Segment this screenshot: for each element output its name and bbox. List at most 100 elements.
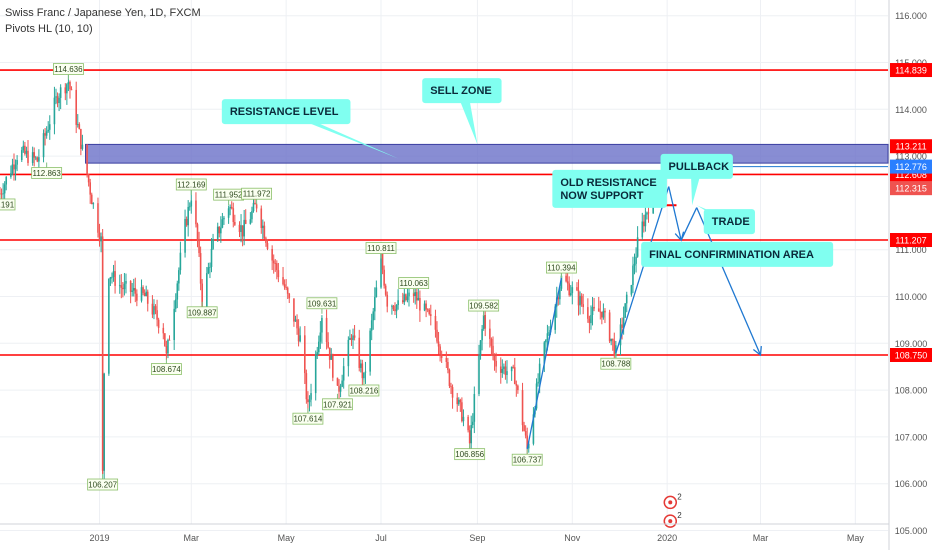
candle[interactable] — [210, 238, 213, 273]
candle[interactable] — [397, 289, 399, 310]
candle[interactable] — [579, 291, 581, 315]
candle[interactable] — [457, 397, 460, 406]
candle[interactable] — [10, 165, 12, 179]
candle[interactable] — [154, 304, 157, 315]
candle[interactable] — [580, 293, 583, 307]
candle[interactable] — [481, 325, 483, 351]
candle[interactable] — [44, 128, 46, 146]
candle[interactable] — [633, 253, 636, 275]
candle[interactable] — [338, 379, 340, 399]
candle[interactable] — [341, 374, 343, 388]
candle[interactable] — [403, 288, 406, 306]
sell-zone-band[interactable] — [85, 143, 889, 164]
candle[interactable] — [461, 397, 463, 423]
candle[interactable] — [98, 223, 101, 247]
candle[interactable] — [361, 359, 364, 389]
candle[interactable] — [244, 209, 247, 225]
candle[interactable] — [125, 273, 127, 294]
candle[interactable] — [501, 359, 504, 378]
candle[interactable] — [185, 216, 188, 227]
candle[interactable] — [310, 383, 312, 407]
candle[interactable] — [299, 326, 301, 343]
candle[interactable] — [153, 299, 155, 320]
candle[interactable] — [610, 338, 612, 346]
candle[interactable] — [316, 346, 319, 360]
candle[interactable] — [165, 340, 168, 360]
candle[interactable] — [198, 231, 200, 257]
pivot-label[interactable]: 112.191 — [0, 193, 16, 211]
candle[interactable] — [635, 247, 637, 273]
candle[interactable] — [218, 226, 221, 238]
candle[interactable] — [142, 285, 144, 296]
candle[interactable] — [632, 256, 634, 294]
candle[interactable] — [188, 202, 191, 211]
candle[interactable] — [195, 192, 197, 228]
candle[interactable] — [64, 83, 67, 101]
candle[interactable] — [352, 328, 354, 350]
callout[interactable]: SELL ZONE — [422, 78, 502, 145]
candle[interactable] — [16, 155, 18, 172]
candle[interactable] — [327, 332, 329, 349]
candle[interactable] — [647, 205, 650, 223]
candle[interactable] — [510, 366, 513, 381]
candle[interactable] — [227, 205, 230, 224]
candle[interactable] — [330, 348, 333, 360]
candle[interactable] — [392, 304, 395, 312]
candle[interactable] — [266, 239, 269, 251]
candle[interactable] — [515, 380, 518, 397]
candle[interactable] — [506, 360, 508, 384]
candle[interactable] — [419, 290, 421, 322]
candle[interactable] — [143, 289, 146, 297]
candle[interactable] — [428, 308, 431, 316]
candle[interactable] — [571, 281, 574, 305]
candle[interactable] — [593, 297, 595, 312]
trend-line[interactable] — [526, 277, 563, 450]
candle[interactable] — [53, 86, 56, 135]
candle[interactable] — [545, 339, 547, 353]
candle[interactable] — [134, 277, 137, 303]
candle[interactable] — [611, 338, 614, 351]
candle[interactable] — [456, 392, 459, 412]
callout[interactable]: TRADE — [696, 205, 755, 235]
candle[interactable] — [305, 369, 308, 404]
candle[interactable] — [76, 114, 79, 128]
candle[interactable] — [559, 287, 561, 305]
candle[interactable] — [156, 299, 158, 327]
candle[interactable] — [569, 285, 572, 297]
callout[interactable]: RESISTANCE LEVEL — [221, 99, 399, 159]
candle[interactable] — [230, 201, 233, 210]
candle[interactable] — [48, 115, 51, 140]
candle[interactable] — [286, 286, 289, 300]
candle[interactable] — [602, 303, 605, 320]
candle[interactable] — [221, 212, 224, 229]
candle[interactable] — [55, 88, 57, 105]
candle[interactable] — [440, 350, 443, 363]
candle[interactable] — [423, 300, 426, 312]
price-tag[interactable]: 113.211 — [890, 139, 932, 154]
candle[interactable] — [478, 344, 480, 397]
candle[interactable] — [359, 359, 362, 373]
candle[interactable] — [426, 308, 429, 313]
candle[interactable] — [523, 421, 525, 432]
candle[interactable] — [187, 200, 189, 237]
candle[interactable] — [22, 140, 25, 153]
candle[interactable] — [448, 368, 451, 389]
candle[interactable] — [548, 326, 550, 336]
candle[interactable] — [439, 344, 441, 362]
candle[interactable] — [625, 291, 628, 313]
event-marker[interactable]: 2 — [663, 492, 682, 510]
candle[interactable] — [66, 83, 68, 105]
candle[interactable] — [199, 246, 202, 291]
candle[interactable] — [184, 209, 186, 258]
candle[interactable] — [375, 280, 378, 298]
candle[interactable] — [243, 209, 245, 246]
price-tag[interactable]: 112.776 — [890, 159, 932, 174]
candle[interactable] — [282, 266, 284, 286]
candle[interactable] — [136, 289, 138, 307]
candle[interactable] — [451, 384, 454, 409]
candle[interactable] — [276, 260, 278, 280]
candle[interactable] — [232, 202, 235, 228]
pivot-label[interactable]: 106.207 — [87, 474, 119, 491]
candle[interactable] — [173, 300, 175, 350]
candle[interactable] — [118, 274, 121, 294]
